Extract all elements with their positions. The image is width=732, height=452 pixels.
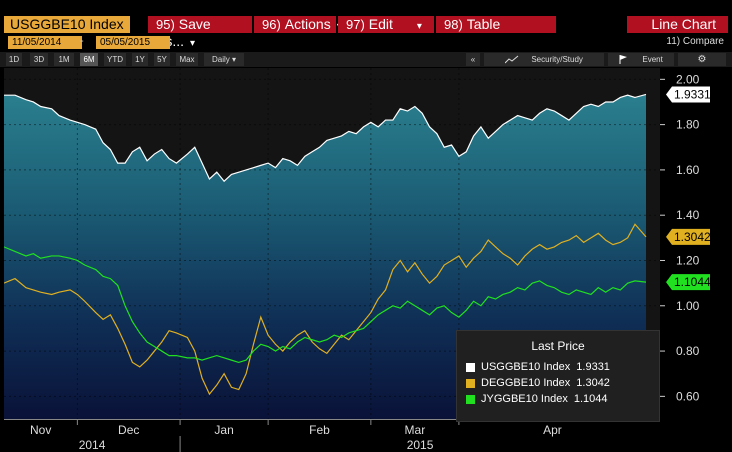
legend-name-jy: JYGGBE10 Index — [481, 393, 568, 405]
range-button-6m[interactable]: 6M — [80, 53, 98, 66]
edit-button[interactable]: 97) Edit ▾ — [338, 16, 434, 33]
series-line-us — [4, 93, 647, 183]
range-button-1m[interactable]: 1M — [54, 53, 74, 66]
table-button[interactable]: 98) Table — [436, 16, 556, 33]
event-label: Event — [642, 55, 663, 64]
y-tick-label: 1.20 — [676, 253, 700, 267]
legend-title: Last Price — [531, 339, 585, 353]
legend-value-jy: 1.1044 — [573, 393, 608, 405]
legend-swatch-jy — [466, 395, 475, 404]
y-tick-label: 2.00 — [676, 72, 700, 86]
y-tick-label: 1.60 — [676, 163, 700, 177]
range-button-ytd[interactable]: YTD — [104, 53, 126, 66]
legend-item-de: DEGGBE10 Index 1.3042 — [457, 375, 659, 391]
x-year-label: 2014 — [79, 438, 106, 452]
chevron-down-icon: ▾ — [190, 38, 196, 49]
last-price-marker-de: 1.3042 — [666, 228, 711, 245]
frequency-dropdown[interactable]: Daily ▾ — [204, 53, 244, 66]
range-button-3d[interactable]: 3D — [30, 53, 48, 66]
line-chart[interactable]: 2.001.801.601.401.201.000.800.60 1.93311… — [0, 68, 732, 452]
series-line-jy — [4, 246, 647, 364]
legend-value-de: 1.3042 — [576, 377, 610, 389]
start-date-field[interactable]: 11/05/2014 — [8, 36, 82, 49]
last-price-marker-us: 1.9331 — [666, 86, 711, 103]
security-study-button[interactable]: Security/Study — [484, 53, 604, 66]
y-tick-label: 1.80 — [676, 118, 700, 132]
actions-button[interactable]: 96)Actions▾ — [254, 16, 342, 33]
chevron-down-icon: ▾ — [416, 21, 422, 32]
last-price-markers: 1.9331 1.3042 1.1044 — [666, 86, 711, 291]
chart-toolbar: 1D 3D 1M 6M YTD 1Y 5Y Max Daily ▾ « Security/St… — [0, 52, 732, 67]
legend-item-jy: JYGGBE10 Index 1.1044 — [457, 391, 659, 407]
actions-shortcut: 96) — [262, 17, 281, 32]
x-year-label: 2015 — [407, 438, 434, 452]
last-price-label-us: 1.9331 — [674, 87, 711, 101]
edit-shortcut: 97) — [346, 17, 365, 32]
range-button-1d[interactable]: 1D — [6, 53, 22, 66]
range-button-5y[interactable]: 5Y — [154, 53, 170, 66]
last-price-label-de: 1.3042 — [674, 230, 711, 244]
end-date-field[interactable]: 05/05/2015 — [96, 36, 170, 49]
security-study-label: Security/Study — [531, 55, 583, 64]
settings-button[interactable]: ⚙ — [678, 53, 726, 66]
gear-icon: ⚙ — [697, 54, 707, 65]
legend: Last Price USGGBE10 Index 1.9331 DEGGBE10… — [456, 330, 660, 422]
x-month-label: Mar — [405, 423, 426, 437]
range-button-max[interactable]: Max — [176, 53, 198, 66]
y-tick-label: 0.80 — [676, 344, 700, 358]
table-label: Table — [466, 16, 501, 32]
edit-label: Edit — [368, 16, 393, 32]
table-shortcut: 98) — [444, 17, 463, 32]
y-tick-label: 1.40 — [676, 208, 700, 222]
legend-item-us: USGGBE10 Index 1.9331 — [457, 359, 659, 375]
x-month-label: Apr — [543, 423, 562, 437]
flag-icon — [619, 55, 642, 65]
chart-line-icon — [504, 55, 531, 64]
last-price-marker-jy: 1.1044 — [666, 274, 711, 291]
event-button[interactable]: Event — [608, 53, 674, 66]
x-month-label: Dec — [118, 423, 139, 437]
compare-button[interactable]: 11) Compare — [666, 36, 724, 47]
actions-label: Actions — [284, 16, 331, 32]
legend-value-us: 1.9331 — [576, 361, 610, 373]
y-tick-label: 0.60 — [676, 389, 700, 403]
x-month-label: Nov — [30, 423, 51, 437]
ticker-field[interactable]: USGGBE10 Index — [4, 16, 130, 33]
range-button-1y[interactable]: 1Y — [132, 53, 148, 66]
date-separator: - — [80, 35, 84, 47]
save-as-button[interactable]: 95) Save As... ▾ — [148, 16, 252, 49]
save-as-shortcut: 95) — [156, 17, 175, 32]
legend-name-de: DEGGBE10 Index — [481, 377, 571, 389]
date-range-row: 11/05/2014 - 05/05/2015 11) Compare — [0, 35, 732, 50]
x-month-label: Jan — [214, 423, 233, 437]
legend-swatch-de — [466, 379, 475, 388]
y-tick-label: 1.00 — [676, 299, 700, 313]
last-price-label-jy: 1.1044 — [674, 275, 711, 289]
legend-name-us: USGGBE10 Index — [481, 361, 571, 373]
series-line-de — [4, 223, 647, 396]
legend-swatch-us — [466, 363, 475, 372]
collapse-toolbar-button[interactable]: « — [466, 53, 480, 66]
x-axis: Nov Dec Jan Feb Mar Apr 2014 2015 — [0, 419, 732, 452]
chart-type-title[interactable]: Line Chart — [627, 16, 728, 33]
header-bar: USGGBE10 Index 95) Save As... ▾ 96) Actions… — [0, 14, 732, 49]
x-month-label: Feb — [309, 423, 330, 437]
